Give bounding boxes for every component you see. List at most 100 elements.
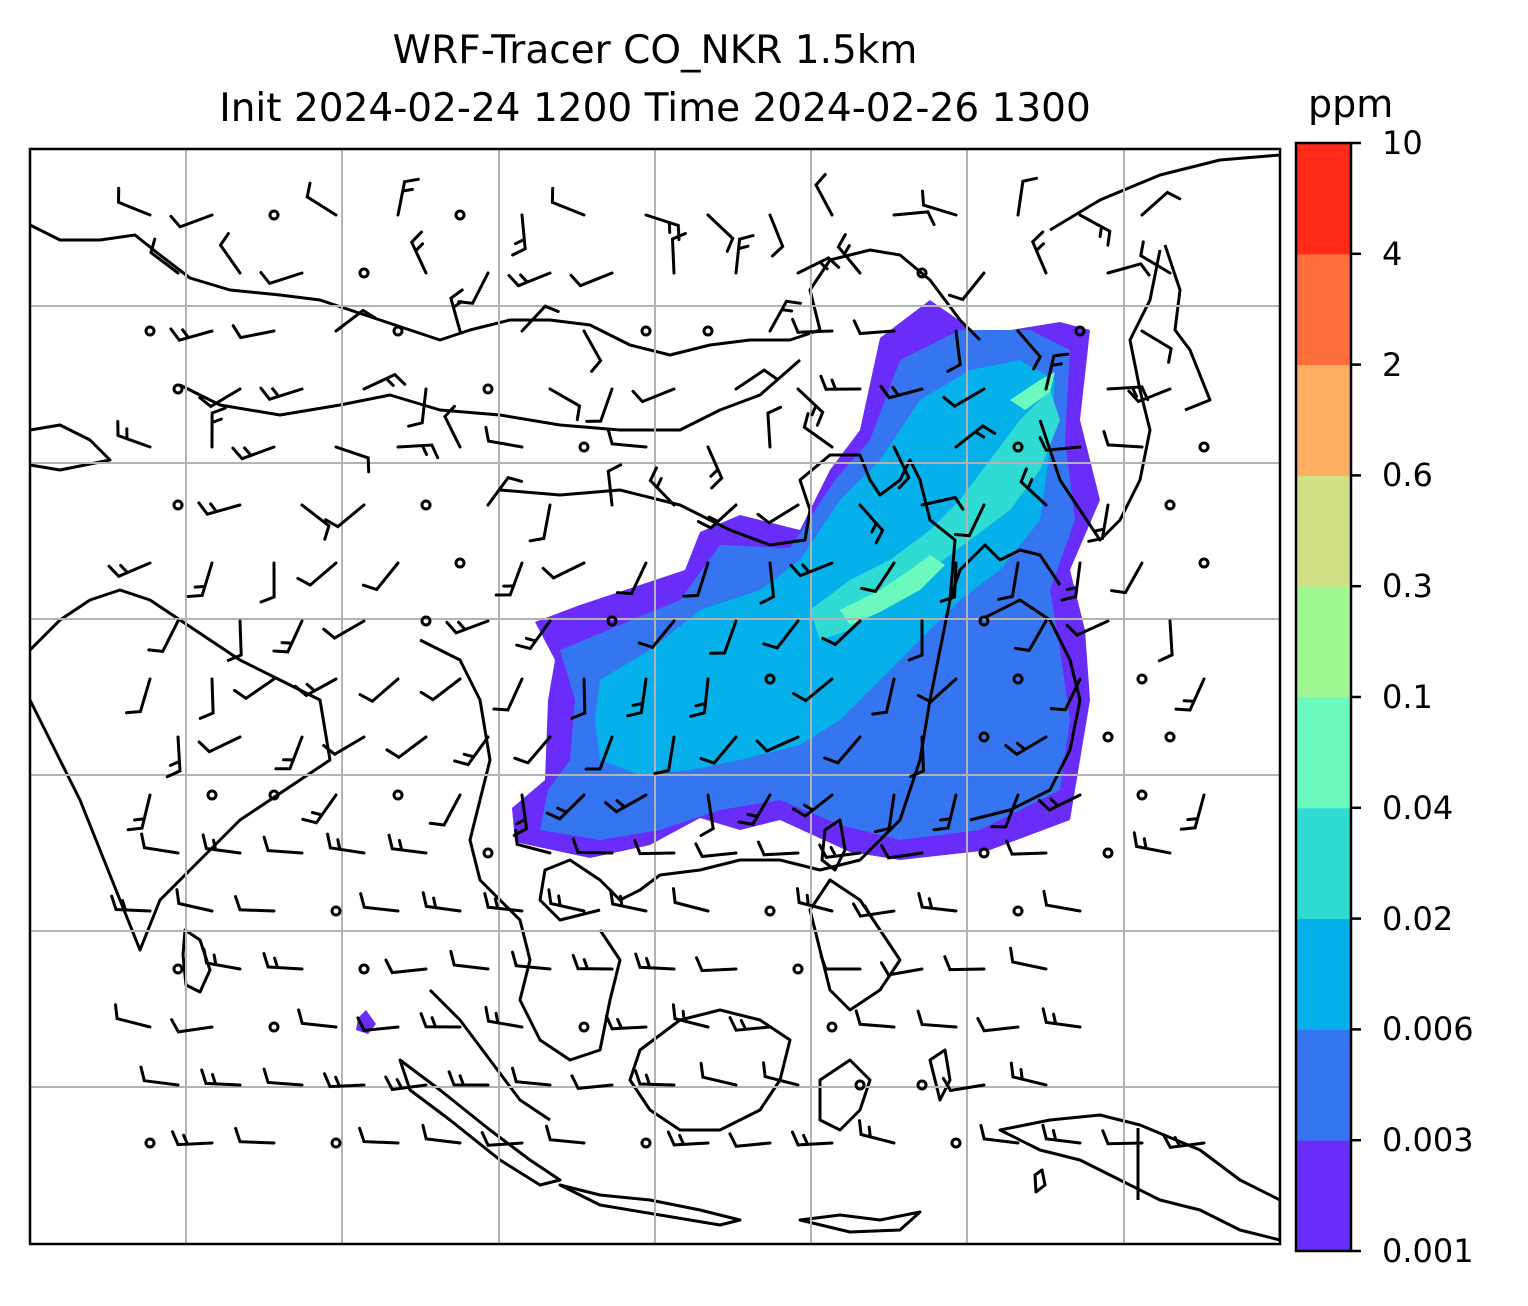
wind-barb bbox=[449, 288, 464, 333]
wind-barb bbox=[802, 412, 834, 449]
wind-barb bbox=[149, 237, 180, 275]
wind-barb bbox=[200, 1068, 242, 1087]
colorbar-segment bbox=[1296, 1029, 1351, 1141]
colorbar-tick-label: 4 bbox=[1382, 234, 1403, 273]
wind-barb bbox=[107, 561, 152, 579]
wind-barb bbox=[796, 887, 834, 913]
wind-barb bbox=[873, 793, 896, 834]
wind-barb bbox=[762, 619, 800, 650]
wind-barb bbox=[762, 1061, 800, 1087]
wind-barb bbox=[1132, 831, 1172, 855]
wind-barb bbox=[737, 793, 772, 826]
wind-barb bbox=[147, 619, 180, 654]
wind-barb bbox=[819, 374, 862, 391]
wind-barb bbox=[324, 503, 366, 529]
wind-barb bbox=[272, 619, 304, 654]
wind-barb bbox=[631, 387, 676, 404]
wind-barb bbox=[858, 1119, 896, 1145]
wind-barb bbox=[653, 735, 676, 775]
wind-barb-calm bbox=[420, 615, 432, 627]
wind-barb bbox=[584, 735, 614, 771]
wind-barb bbox=[407, 387, 428, 428]
coast-malay-peninsula bbox=[428, 988, 551, 1122]
wind-barb bbox=[305, 181, 338, 217]
wind-barb bbox=[514, 828, 552, 855]
wind-barb bbox=[976, 1016, 1020, 1033]
wind-barb bbox=[920, 495, 965, 511]
coast-taiwan bbox=[820, 818, 847, 872]
wind-barb bbox=[296, 561, 338, 587]
wind-barb-calm bbox=[268, 209, 280, 221]
wind-barb bbox=[790, 1130, 834, 1147]
wind-barb bbox=[696, 503, 738, 530]
coast-korea bbox=[948, 543, 1062, 601]
plume-spot-borneo-sea bbox=[356, 1010, 376, 1034]
wind-barb-calm bbox=[1102, 847, 1114, 859]
colorbar-tick-label: 0.04 bbox=[1382, 788, 1454, 827]
wind-barb bbox=[396, 177, 420, 217]
colorbar-segment bbox=[1296, 143, 1351, 255]
wind-barb-calm bbox=[1164, 731, 1176, 743]
wind-barb bbox=[768, 213, 785, 258]
wind-barb bbox=[484, 425, 524, 449]
wind-barb bbox=[1174, 677, 1206, 712]
wind-barb bbox=[140, 832, 180, 855]
wind-barb bbox=[1140, 329, 1173, 364]
wind-barb bbox=[954, 424, 997, 449]
colorbar-tick-label: 0.1 bbox=[1382, 678, 1433, 716]
coast-sakhalin bbox=[1163, 244, 1212, 412]
wind-barb bbox=[909, 735, 926, 778]
wind-barb-calm bbox=[358, 267, 370, 279]
coast-timor bbox=[798, 1210, 922, 1234]
wind-barb bbox=[789, 561, 834, 578]
wind-barb bbox=[234, 1126, 276, 1145]
wind-barb bbox=[233, 677, 276, 701]
wind-barb bbox=[1106, 262, 1151, 277]
wind-barb bbox=[917, 892, 958, 913]
wind-barb bbox=[125, 677, 152, 715]
wind-barb-calm bbox=[358, 963, 370, 975]
wind-barb bbox=[941, 1076, 986, 1093]
wind-barb bbox=[1004, 735, 1048, 757]
wind-barb bbox=[175, 888, 214, 913]
colorbar-segment bbox=[1296, 586, 1351, 698]
wind-barb bbox=[513, 735, 552, 765]
wind-barb-calm bbox=[172, 499, 184, 511]
wind-barb bbox=[1101, 1129, 1144, 1146]
colorbar-segments bbox=[1296, 143, 1351, 1252]
wind-barb bbox=[858, 503, 885, 545]
wind-barb bbox=[201, 833, 242, 855]
wind-barb bbox=[322, 735, 366, 757]
wind-barb bbox=[616, 561, 648, 596]
wind-barb bbox=[545, 793, 586, 821]
colorbar-tick-label: 0.02 bbox=[1382, 899, 1454, 938]
wind-barb bbox=[571, 953, 614, 971]
wind-barb bbox=[520, 304, 560, 333]
wind-barb bbox=[694, 842, 738, 859]
wind-barb bbox=[852, 902, 896, 918]
wind-barb bbox=[585, 387, 614, 423]
wind-barb bbox=[892, 445, 911, 490]
colorbar-segment bbox=[1296, 475, 1351, 587]
wind-barb bbox=[421, 1123, 462, 1145]
wind-barb bbox=[262, 952, 304, 971]
wind-barb bbox=[571, 837, 614, 855]
colorbar-segment bbox=[1296, 253, 1351, 366]
coast-central-asia bbox=[30, 423, 112, 472]
wind-barb-calm bbox=[640, 325, 652, 337]
wind-barb bbox=[421, 891, 462, 913]
wind-barb bbox=[1060, 561, 1082, 602]
wind-barb bbox=[609, 888, 648, 913]
wind-barb bbox=[1157, 619, 1174, 663]
coast-new-guinea bbox=[998, 1113, 1280, 1242]
wind-barb bbox=[634, 1069, 676, 1087]
wind-barb bbox=[550, 186, 586, 217]
colorbar-tick-label: 0.003 bbox=[1382, 1121, 1474, 1160]
wind-barb bbox=[226, 619, 243, 662]
wind-barb bbox=[1041, 1123, 1082, 1145]
wind-barb bbox=[428, 793, 462, 827]
wind-barb bbox=[766, 405, 783, 449]
wind-barb-calm bbox=[854, 1079, 866, 1091]
wind-barb bbox=[942, 387, 986, 409]
wind-barb bbox=[197, 735, 242, 754]
